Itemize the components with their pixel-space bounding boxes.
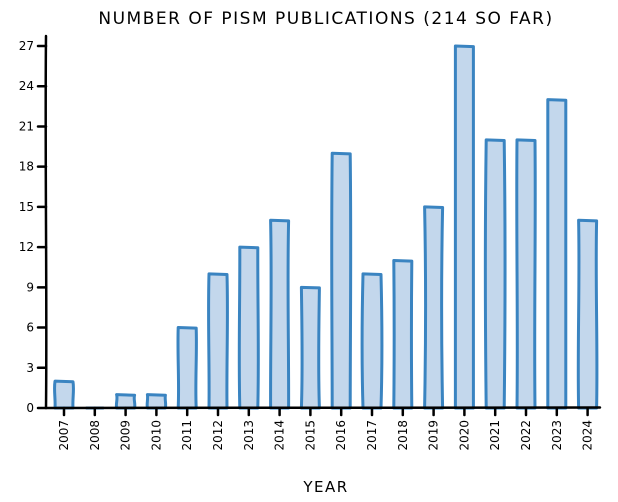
y-axis: 0 3 6 9 12 15 18 21 24 27 — [19, 34, 48, 415]
x-tick-label-2008: 2008 — [88, 420, 102, 451]
x-tick-label-2020: 2020 — [457, 420, 471, 451]
bar-2012 — [207, 272, 229, 410]
x-tick-label-2024: 2024 — [581, 420, 595, 451]
x-tick-label-2013: 2013 — [242, 420, 256, 451]
bar-2018 — [392, 259, 414, 410]
x-tick-label-2007: 2007 — [57, 420, 71, 451]
x-tick-label-2021: 2021 — [488, 420, 502, 451]
x-axis: 2007 2008 2009 2010 2011 2012 2013 2014 2015 2016… — [44, 406, 602, 451]
bar-2019 — [423, 205, 445, 410]
bars-group — [53, 44, 599, 410]
bar-2017 — [360, 272, 384, 410]
x-tick-label-2016: 2016 — [334, 420, 348, 451]
y-tick-label-3: 3 — [26, 361, 34, 375]
x-tick-label-2022: 2022 — [519, 420, 533, 451]
x-tick-label-2009: 2009 — [119, 420, 133, 451]
bar-2021 — [483, 138, 507, 410]
y-tick-label-27: 27 — [19, 39, 34, 53]
y-tick-label-21: 21 — [19, 119, 34, 133]
y-tick-label-0: 0 — [26, 401, 34, 415]
bar-2022 — [515, 138, 537, 410]
bar-2020 — [453, 44, 476, 410]
x-tick-label-2014: 2014 — [273, 420, 287, 451]
bar-2016 — [330, 151, 353, 410]
bar-2014 — [269, 218, 291, 410]
bar-2011 — [176, 326, 198, 410]
chart-title: NUMBER OF PISM PUBLICATIONS (214 SO FAR) — [98, 9, 553, 29]
x-tick-label-2010: 2010 — [149, 420, 163, 451]
y-tick-label-15: 15 — [19, 200, 34, 214]
x-tick-label-2018: 2018 — [396, 420, 410, 451]
y-tick-label-18: 18 — [19, 160, 34, 174]
bar-2024 — [576, 218, 599, 410]
x-tick-label-2015: 2015 — [303, 420, 317, 451]
x-tick-label-2011: 2011 — [180, 420, 194, 451]
bar-2009 — [114, 393, 137, 410]
x-tick-label-2012: 2012 — [211, 420, 225, 451]
y-tick-label-9: 9 — [26, 280, 34, 294]
x-tick-label-2019: 2019 — [427, 420, 441, 451]
bar-2023 — [546, 98, 568, 410]
y-axis-line — [44, 34, 48, 410]
y-tick-label-24: 24 — [19, 79, 34, 93]
bar-2015 — [299, 285, 321, 410]
bar-2007 — [53, 379, 75, 410]
x-tick-label-2017: 2017 — [365, 420, 379, 451]
y-tick-label-6: 6 — [26, 321, 34, 335]
bar-2013 — [237, 245, 260, 410]
x-axis-label: YEAR — [302, 478, 348, 496]
y-tick-label-12: 12 — [19, 240, 34, 254]
bar-2010 — [145, 393, 168, 410]
x-axis-line — [44, 406, 602, 410]
x-tick-label-2023: 2023 — [550, 420, 564, 451]
